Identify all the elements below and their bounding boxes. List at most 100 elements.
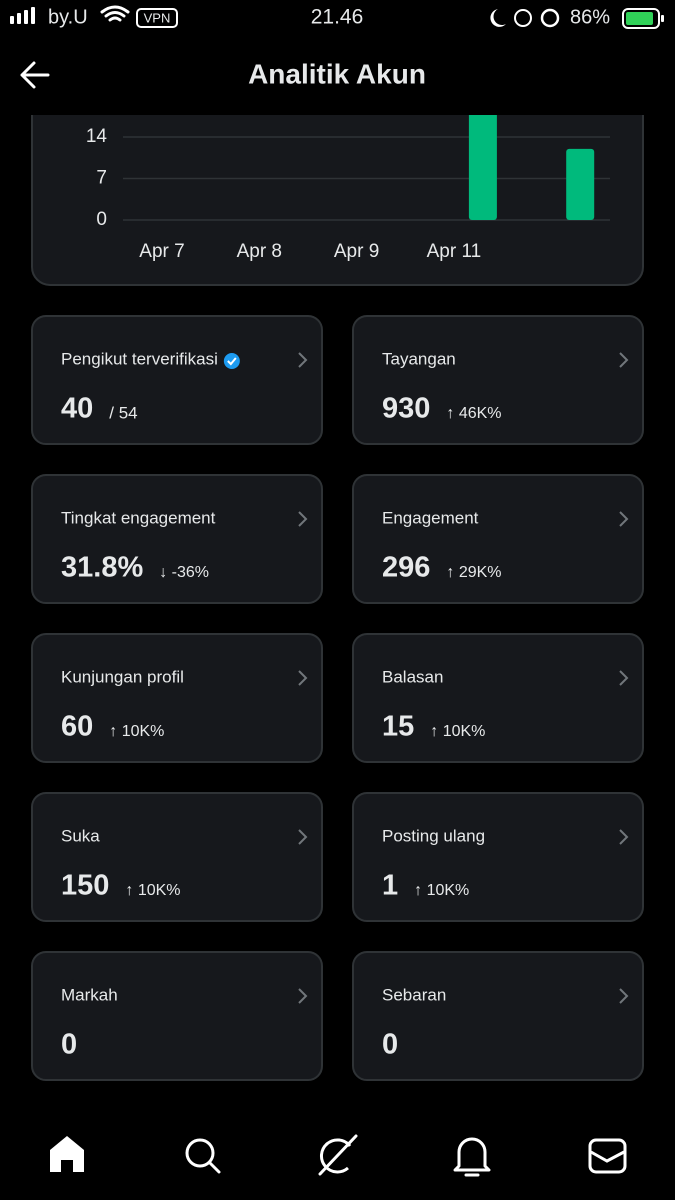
bar: [566, 148, 595, 220]
page-title: Analitik Akun: [248, 58, 426, 89]
card-title: Balasan: [382, 667, 443, 686]
card-value: 150: [61, 870, 109, 902]
card-value: 40: [61, 393, 93, 425]
x-tick-label: Apr 9: [334, 241, 379, 262]
card-value: 1: [382, 870, 398, 902]
status-bar: by.U VPN 21.46 86%: [10, 5, 664, 29]
battery-fill: [626, 12, 653, 25]
back-button[interactable]: [20, 61, 50, 89]
signal-bar: [17, 13, 21, 24]
metric-card[interactable]: Engagement 296 ↑ 29K%: [352, 474, 644, 604]
metric-card[interactable]: Balasan 15 ↑ 10K%: [352, 633, 644, 763]
grok-tab[interactable]: [318, 1134, 358, 1176]
mail-icon: [588, 1138, 627, 1174]
home-tab[interactable]: [50, 1136, 84, 1172]
metric-card[interactable]: Sebaran 0: [352, 951, 644, 1081]
chevron: [619, 670, 629, 686]
y-tick-label: 0: [96, 209, 107, 230]
bell-icon: [453, 1137, 491, 1172]
card-value: 15: [382, 711, 414, 743]
search-icon-handle: [208, 1161, 221, 1174]
verified-badge: [223, 353, 240, 369]
y-tick-label: 7: [96, 168, 107, 189]
metric-card[interactable]: Posting ulang 1 ↑ 10K%: [352, 792, 644, 922]
x-tick-label: Apr 8: [237, 241, 282, 262]
card-bg: [31, 633, 323, 763]
card-title: Tayangan: [382, 349, 456, 368]
messages-tab[interactable]: [588, 1138, 627, 1174]
card-suffix: / 54: [109, 403, 137, 422]
card-bg: [352, 315, 644, 445]
card-value: 31.8%: [61, 552, 143, 584]
card-value: 930: [382, 393, 430, 425]
metric-card[interactable]: Tingkat engagement 31.8% ↓ -36%: [31, 474, 323, 604]
moon-icon: [490, 9, 506, 27]
chevron: [619, 511, 629, 527]
chevron: [298, 352, 308, 368]
card-title: Suka: [61, 826, 100, 845]
card-value: 0: [61, 1029, 77, 1061]
card-delta: ↓ -36%: [159, 564, 209, 581]
signal-bar: [31, 7, 35, 24]
bar: [468, 101, 497, 220]
card-bg: [31, 792, 323, 922]
bottom-nav: [50, 1134, 627, 1177]
card-title: Engagement: [382, 508, 479, 527]
card-delta: ↑ 10K%: [125, 882, 180, 899]
card-title: Kunjungan profil: [61, 667, 184, 686]
card-bg: [352, 633, 644, 763]
metric-card[interactable]: Tayangan 930 ↑ 46K%: [352, 315, 644, 445]
card-delta: ↑ 46K%: [446, 405, 501, 422]
y-tick-label: 14: [86, 126, 108, 147]
chevron: [298, 988, 308, 1004]
notifications-tab[interactable]: [453, 1137, 491, 1177]
chevron: [619, 829, 629, 845]
card-value: 0: [382, 1029, 398, 1061]
chevron: [298, 670, 308, 686]
card-bg: [352, 792, 644, 922]
card-delta: ↑ 10K%: [430, 723, 485, 740]
card-delta: ↑ 10K%: [414, 882, 469, 899]
x-tick-label: Apr 7: [139, 241, 184, 262]
time: 21.46: [311, 6, 364, 29]
card-value: 296: [382, 552, 430, 584]
signal-bar: [24, 10, 28, 24]
chevron: [619, 352, 629, 368]
card-bg: [31, 474, 323, 604]
carrier: by.U: [48, 6, 88, 28]
chevron: [298, 829, 308, 845]
card-title: Tingkat engagement: [61, 508, 216, 527]
card-title: Pengikut terverifikasi: [61, 349, 218, 368]
card-value: 60: [61, 711, 93, 743]
search-tab[interactable]: [185, 1138, 221, 1174]
lock-icon: [514, 9, 532, 27]
cards: Pengikut terverifikasi 40 / 54 Tayangan 930 ↑…: [31, 315, 644, 1081]
card-delta: ↑ 10K%: [109, 723, 164, 740]
x-tick-label: Apr 11: [427, 241, 482, 262]
grok-icon-slash: [318, 1134, 358, 1176]
wifi-icon: [100, 5, 130, 22]
chevron: [619, 988, 629, 1004]
card-bg: [352, 951, 644, 1081]
search-icon: [185, 1138, 215, 1168]
metric-card[interactable]: Kunjungan profil 60 ↑ 10K%: [31, 633, 323, 763]
card-title: Posting ulang: [382, 826, 485, 845]
battery-outline: [622, 8, 660, 29]
metric-card[interactable]: Suka 150 ↑ 10K%: [31, 792, 323, 922]
signal-bar: [10, 16, 14, 24]
chart-area: 0 7 14 Apr 7 Apr 8 Apr 9 Apr 11: [31, 59, 644, 286]
battery-tip: [661, 15, 664, 22]
grok-icon: [319, 1138, 352, 1174]
alarm-icon: [540, 8, 560, 28]
chevron: [298, 511, 308, 527]
vpn-label: VPN: [144, 10, 171, 25]
battery-level: 86%: [570, 6, 610, 28]
verified-check: [227, 357, 237, 366]
metric-card[interactable]: Pengikut terverifikasi 40 / 54: [31, 315, 323, 445]
card-bg: [352, 474, 644, 604]
metric-card[interactable]: Markah 0: [31, 951, 323, 1081]
card-bg: [31, 315, 323, 445]
card-delta: ↑ 29K%: [446, 564, 501, 581]
card-bg: [31, 951, 323, 1081]
